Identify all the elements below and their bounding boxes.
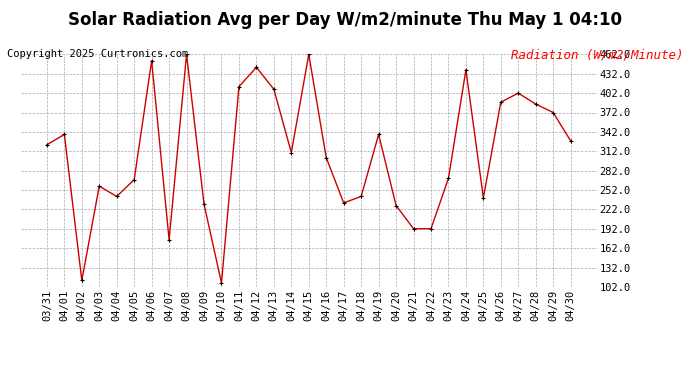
Point — [128, 177, 139, 183]
Point — [268, 86, 279, 92]
Point — [495, 99, 506, 105]
Point — [548, 110, 559, 116]
Point — [338, 200, 349, 206]
Point — [111, 194, 122, 200]
Point — [59, 132, 70, 138]
Point — [199, 201, 210, 207]
Point — [94, 183, 105, 189]
Point — [373, 132, 384, 138]
Point — [164, 237, 175, 243]
Point — [460, 67, 471, 73]
Point — [565, 138, 576, 144]
Point — [513, 90, 524, 96]
Text: Copyright 2025 Curtronics.com: Copyright 2025 Curtronics.com — [7, 49, 188, 59]
Point — [216, 280, 227, 286]
Point — [478, 195, 489, 201]
Point — [251, 64, 262, 70]
Point — [303, 51, 314, 57]
Point — [233, 84, 244, 90]
Point — [321, 155, 332, 161]
Point — [408, 226, 419, 232]
Text: Radiation (W/m2/Minute): Radiation (W/m2/Minute) — [511, 49, 683, 62]
Point — [530, 101, 541, 107]
Point — [286, 150, 297, 156]
Point — [391, 202, 402, 208]
Point — [426, 226, 437, 232]
Point — [355, 194, 366, 200]
Point — [443, 176, 454, 181]
Point — [77, 278, 88, 284]
Point — [181, 51, 192, 57]
Point — [146, 58, 157, 64]
Point — [41, 142, 52, 148]
Text: Solar Radiation Avg per Day W/m2/minute Thu May 1 04:10: Solar Radiation Avg per Day W/m2/minute … — [68, 11, 622, 29]
